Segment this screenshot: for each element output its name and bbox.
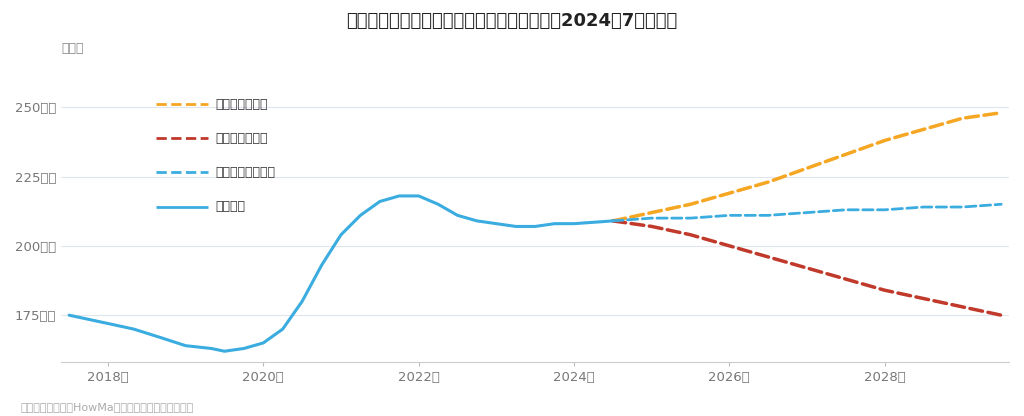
Text: バッドシナリオ: バッドシナリオ — [215, 132, 267, 145]
Text: 名古屋駅周辺の中古マンションの価格動向（2024年7月時点）: 名古屋駅周辺の中古マンションの価格動向（2024年7月時点） — [346, 12, 678, 30]
Text: グッドシナリオ: グッドシナリオ — [215, 98, 267, 111]
Text: ノーマルシナリオ: ノーマルシナリオ — [215, 166, 274, 179]
Text: 過去推移: 過去推移 — [215, 200, 245, 213]
Text: 坪単価: 坪単価 — [61, 42, 84, 55]
Text: 売出し事例を元にHowMa運営元のコラビットが集計: 売出し事例を元にHowMa運営元のコラビットが集計 — [20, 402, 194, 412]
